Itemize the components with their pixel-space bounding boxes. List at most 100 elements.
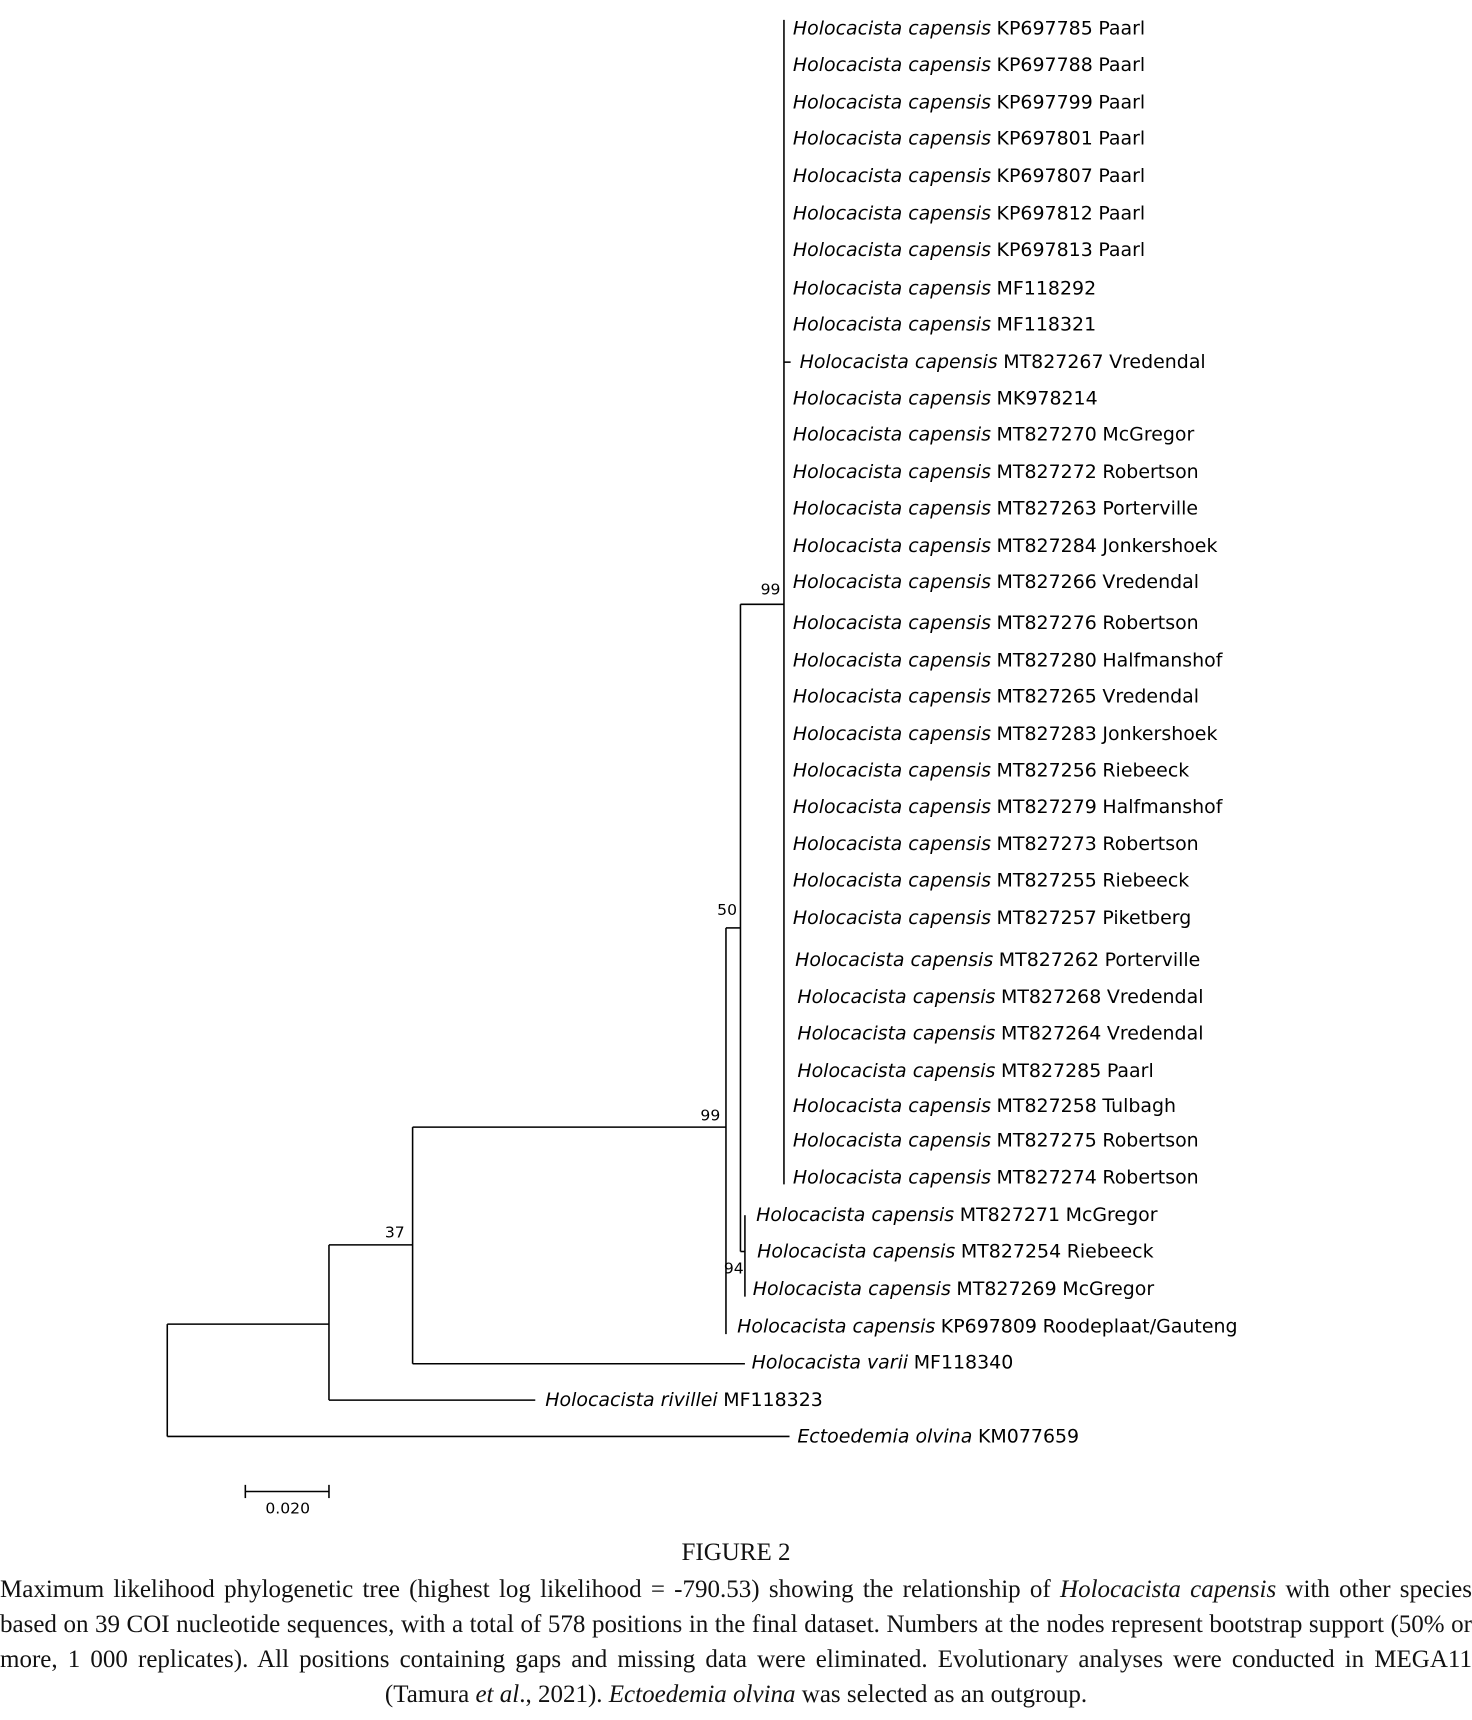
accession: MT827255 [997, 870, 1097, 891]
species: Holocacista capensis [793, 239, 991, 260]
accession: MT827268 [1001, 987, 1101, 1008]
leaf-label: Holocacista capensis MT827275 Robertson [793, 1130, 1199, 1151]
locality: Paarl [1098, 166, 1145, 187]
leaf-label: Holocacista capensis MT827279 Halfmanshof [793, 796, 1223, 817]
leaf-label: Holocacista capensis MT827284 Jonkershoek [793, 536, 1218, 557]
locality: Robertson [1102, 462, 1198, 483]
leaf-label: Holocacista capensis MT827255 Riebeeck [793, 870, 1189, 891]
leaf-label: Holocacista capensis MT827270 McGregor [793, 424, 1195, 445]
caption-part: with other species based on 39 COI nucle… [0, 1576, 1472, 1708]
species: Holocacista capensis [793, 572, 991, 593]
accession: MT827258 [997, 1096, 1097, 1117]
accession: MT827265 [997, 686, 1097, 707]
caption-part: Holocacista capensis [1060, 1576, 1277, 1603]
locality: Jonkershoek [1101, 724, 1217, 745]
species: Holocacista capensis [793, 462, 991, 483]
leaf-label: Holocacista capensis KP697807 Paarl [793, 166, 1145, 187]
species: Holocacista capensis [793, 388, 991, 409]
species: Holocacista capensis [793, 908, 991, 929]
accession: KM077659 [978, 1426, 1079, 1447]
accession: KP697799 [997, 92, 1093, 113]
species: Holocacista capensis [793, 166, 991, 187]
locality: Robertson [1102, 834, 1198, 855]
locality: McGregor [1062, 1279, 1154, 1300]
accession: MT827271 [960, 1205, 1060, 1226]
accession: MT827285 [1001, 1061, 1101, 1082]
species: Holocacista capensis [793, 613, 991, 634]
accession: MF118340 [914, 1352, 1014, 1373]
leaf-label: Holocacista capensis KP697799 Paarl [793, 92, 1145, 113]
species: Ectoedemia olvina [797, 1426, 972, 1447]
locality: Vredendal [1107, 987, 1204, 1008]
caption-part: et al [475, 1681, 520, 1708]
species: Holocacista capensis [793, 314, 991, 335]
accession: MT827264 [1001, 1023, 1101, 1044]
locality: Robertson [1102, 1130, 1198, 1151]
leaf-label: Holocacista capensis MT827265 Vredendal [793, 686, 1199, 707]
leaf-label: Holocacista capensis MF118321 [793, 314, 1096, 335]
accession: MF118323 [723, 1390, 823, 1411]
leaf-label: Holocacista rivillei MF118323 [545, 1390, 823, 1411]
locality: Vredendal [1109, 352, 1206, 373]
locality: Paarl [1107, 1061, 1154, 1082]
locality: Paarl [1098, 203, 1145, 224]
leaf-label: Holocacista capensis KP697813 Paarl [793, 239, 1145, 260]
species: Holocacista capensis [793, 1167, 991, 1188]
accession: KP697788 [997, 55, 1093, 76]
locality: McGregor [1102, 424, 1194, 445]
leaf-label: Holocacista capensis MT827254 Riebeeck [757, 1241, 1153, 1262]
accession: MT827262 [999, 949, 1099, 970]
bootstrap-label: 50 [717, 901, 737, 919]
accession: MK978214 [997, 388, 1098, 409]
leaf-label: Holocacista capensis KP697788 Paarl [793, 55, 1145, 76]
species: Holocacista capensis [793, 1130, 991, 1151]
species: Holocacista capensis [793, 203, 991, 224]
locality: Halfmanshof [1102, 650, 1222, 671]
accession: MT827275 [997, 1130, 1097, 1151]
leaf-label: Holocacista capensis MT827263 Porterville [793, 498, 1198, 519]
accession: MT827266 [997, 572, 1097, 593]
accession: MT827267 [1003, 352, 1103, 373]
locality: Piketberg [1102, 908, 1191, 929]
accession: MF118292 [997, 278, 1097, 299]
leaf-label: Holocacista capensis MT827285 Paarl [797, 1061, 1153, 1082]
caption-part: Maximum likelihood phylogenetic tree (hi… [0, 1576, 1061, 1603]
leaf-label: Holocacista capensis MT827266 Vredendal [793, 572, 1199, 593]
leaf-label: Holocacista capensis MT827272 Robertson [793, 462, 1199, 483]
species: Holocacista capensis [753, 1279, 951, 1300]
species: Holocacista capensis [795, 949, 993, 970]
accession: KP697801 [997, 128, 1093, 149]
species: Holocacista capensis [793, 92, 991, 113]
locality: Paarl [1098, 55, 1145, 76]
leaf-label: Holocacista capensis MK978214 [793, 388, 1098, 409]
species: Holocacista capensis [793, 870, 991, 891]
locality: Paarl [1098, 128, 1145, 149]
species: Holocacista capensis [797, 1023, 995, 1044]
locality: Vredendal [1102, 572, 1199, 593]
leaf-label: Holocacista capensis MT827273 Robertson [793, 834, 1199, 855]
species: Holocacista capensis [793, 424, 991, 445]
species: Holocacista capensis [793, 796, 991, 817]
locality: Robertson [1102, 1167, 1198, 1188]
accession: KP697812 [997, 203, 1093, 224]
locality: Riebeeck [1067, 1241, 1154, 1262]
species: Holocacista rivillei [545, 1390, 718, 1411]
species: Holocacista capensis [793, 536, 991, 557]
species: Holocacista varii [752, 1352, 909, 1373]
accession: MT827256 [997, 760, 1097, 781]
accession: MT827276 [997, 613, 1097, 634]
leaf-label: Holocacista capensis MT827283 Jonkershoek [793, 724, 1218, 745]
locality: Paarl [1098, 239, 1145, 260]
accession: MT827269 [956, 1279, 1056, 1300]
species: Holocacista capensis [793, 498, 991, 519]
leaf-label: Holocacista capensis KP697809 Roodeplaat/G… [737, 1316, 1237, 1337]
accession: MT827254 [961, 1241, 1061, 1262]
locality: Vredendal [1102, 686, 1199, 707]
locality: Paarl [1098, 18, 1145, 39]
leaf-label: Ectoedemia olvina KM077659 [797, 1426, 1079, 1447]
accession: KP697807 [997, 166, 1093, 187]
leaf-label: Holocacista capensis MT827274 Robertson [793, 1167, 1199, 1188]
caption-text: Maximum likelihood phylogenetic tree (hi… [0, 1572, 1472, 1712]
leaf-label: Holocacista capensis MT827258 Tulbagh [793, 1096, 1176, 1117]
accession: MT827270 [997, 424, 1097, 445]
